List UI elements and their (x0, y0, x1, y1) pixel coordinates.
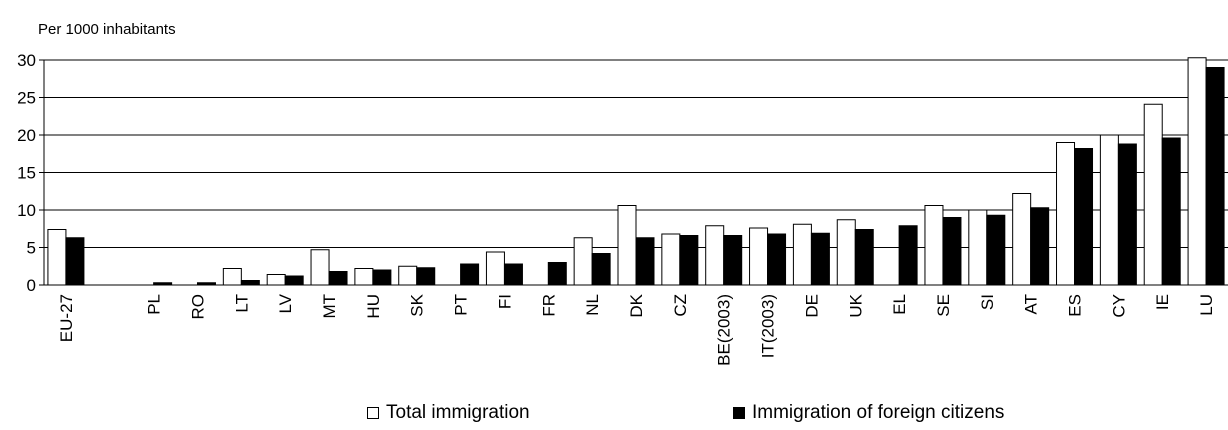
x-tick-label: PT (452, 294, 471, 316)
bar-total-uk (836, 219, 856, 286)
y-axis-label: Per 1000 inhabitants (38, 21, 176, 38)
bar-foreign-it(2003) (767, 233, 787, 286)
bar-total-nl (573, 237, 593, 286)
bar-foreign-nl (591, 253, 611, 286)
x-tick-label: NL (583, 294, 602, 316)
y-tick-label: 5 (27, 239, 36, 258)
bar-foreign-uk (854, 229, 874, 286)
bar-total-it(2003) (749, 227, 769, 286)
bar-foreign-lt (240, 280, 260, 286)
bar-foreign-sk (416, 267, 436, 286)
x-tick-label: CY (1109, 294, 1128, 318)
x-tick-label: FI (495, 294, 514, 309)
bar-total-fi (485, 251, 505, 286)
legend-label-total: Total immigration (386, 402, 530, 423)
bar-foreign-mt (328, 271, 348, 286)
bar-total-cz (661, 233, 681, 286)
x-tick-label: CZ (671, 294, 690, 317)
bar-total-de (792, 223, 812, 286)
y-axis-ticks: 0 5 10 15 20 25 30 (17, 51, 44, 295)
x-tick-label: BE(2003) (715, 294, 734, 366)
bar-foreign-fi (503, 263, 523, 286)
bar-foreign-se (942, 217, 962, 286)
y-tick-label: 10 (17, 201, 36, 220)
x-tick-label: UK (846, 293, 865, 317)
bar-foreign-at (1030, 207, 1050, 286)
legend-label-foreign: Immigration of foreign citizens (752, 402, 1005, 423)
bar-total-se (924, 205, 944, 286)
x-tick-label: RO (188, 294, 207, 320)
x-tick-label: MT (320, 294, 339, 319)
bar-foreign-de (810, 232, 830, 286)
bar-foreign-el (898, 225, 918, 286)
bar-foreign-ie (1161, 137, 1181, 286)
bar-total-es (1056, 142, 1076, 286)
bar-total-hu (354, 268, 374, 286)
bars (47, 57, 1225, 286)
bar-foreign-fr (547, 262, 567, 286)
bar-total-cy (1099, 134, 1119, 286)
bar-total-lu (1187, 57, 1207, 286)
legend-item-total-immigration: Total immigration (367, 402, 530, 424)
legend-item-foreign-citizens: Immigration of foreign citizens (733, 402, 1004, 424)
y-tick-label: 30 (17, 51, 36, 70)
bar-total-dk (617, 205, 637, 286)
x-tick-label: EU-27 (57, 294, 76, 342)
bar-total-lt (222, 268, 242, 286)
bar-total-at (1012, 193, 1032, 286)
bar-total-sk (398, 265, 418, 286)
x-tick-label: AT (1022, 294, 1041, 314)
x-tick-label: FR (539, 294, 558, 317)
legend-swatch-foreign-icon (733, 407, 745, 419)
bar-total-ie (1143, 103, 1163, 286)
x-tick-label: ES (1066, 294, 1085, 317)
bar-foreign-lu (1205, 67, 1225, 286)
bar-foreign-pt (460, 263, 480, 286)
x-tick-label: IE (1153, 294, 1172, 310)
x-tick-label: LV (276, 293, 295, 313)
bar-foreign-cy (1117, 143, 1137, 286)
y-tick-label: 15 (17, 164, 36, 183)
bar-foreign-cz (679, 235, 699, 286)
x-tick-label: SI (978, 294, 997, 310)
x-tick-label: HU (364, 294, 383, 319)
x-tick-label: SE (934, 294, 953, 317)
x-tick-label: EL (890, 294, 909, 315)
bar-foreign-lv (284, 275, 304, 286)
y-tick-label: 0 (27, 276, 36, 295)
legend-swatch-total-icon (367, 407, 379, 419)
x-axis-ticks: EU-27 PL RO LT LV MT HU SK PT FI FR NL DK CZ BE(2003) I… (57, 293, 1216, 365)
bar-total-mt (310, 249, 330, 286)
x-tick-label: DE (802, 294, 821, 318)
bar-foreign-hu (372, 269, 392, 286)
x-tick-label: IT(2003) (759, 294, 778, 358)
y-tick-label: 20 (17, 126, 36, 145)
x-tick-label: SK (408, 293, 427, 316)
y-tick-label: 25 (17, 89, 36, 108)
bar-foreign-eu-27 (65, 237, 85, 286)
bar-total-be(2003) (705, 225, 725, 286)
bar-total-si (968, 209, 988, 286)
bar-foreign-dk (635, 237, 655, 286)
x-tick-label: DK (627, 293, 646, 317)
x-tick-label: PL (145, 294, 164, 315)
bar-total-lv (266, 274, 286, 286)
bar-foreign-si (986, 214, 1006, 286)
bar-foreign-be(2003) (723, 235, 743, 286)
x-tick-label: LU (1197, 294, 1216, 316)
bar-total-eu-27 (47, 229, 67, 286)
x-tick-label: LT (232, 294, 251, 313)
bar-foreign-es (1074, 148, 1094, 286)
